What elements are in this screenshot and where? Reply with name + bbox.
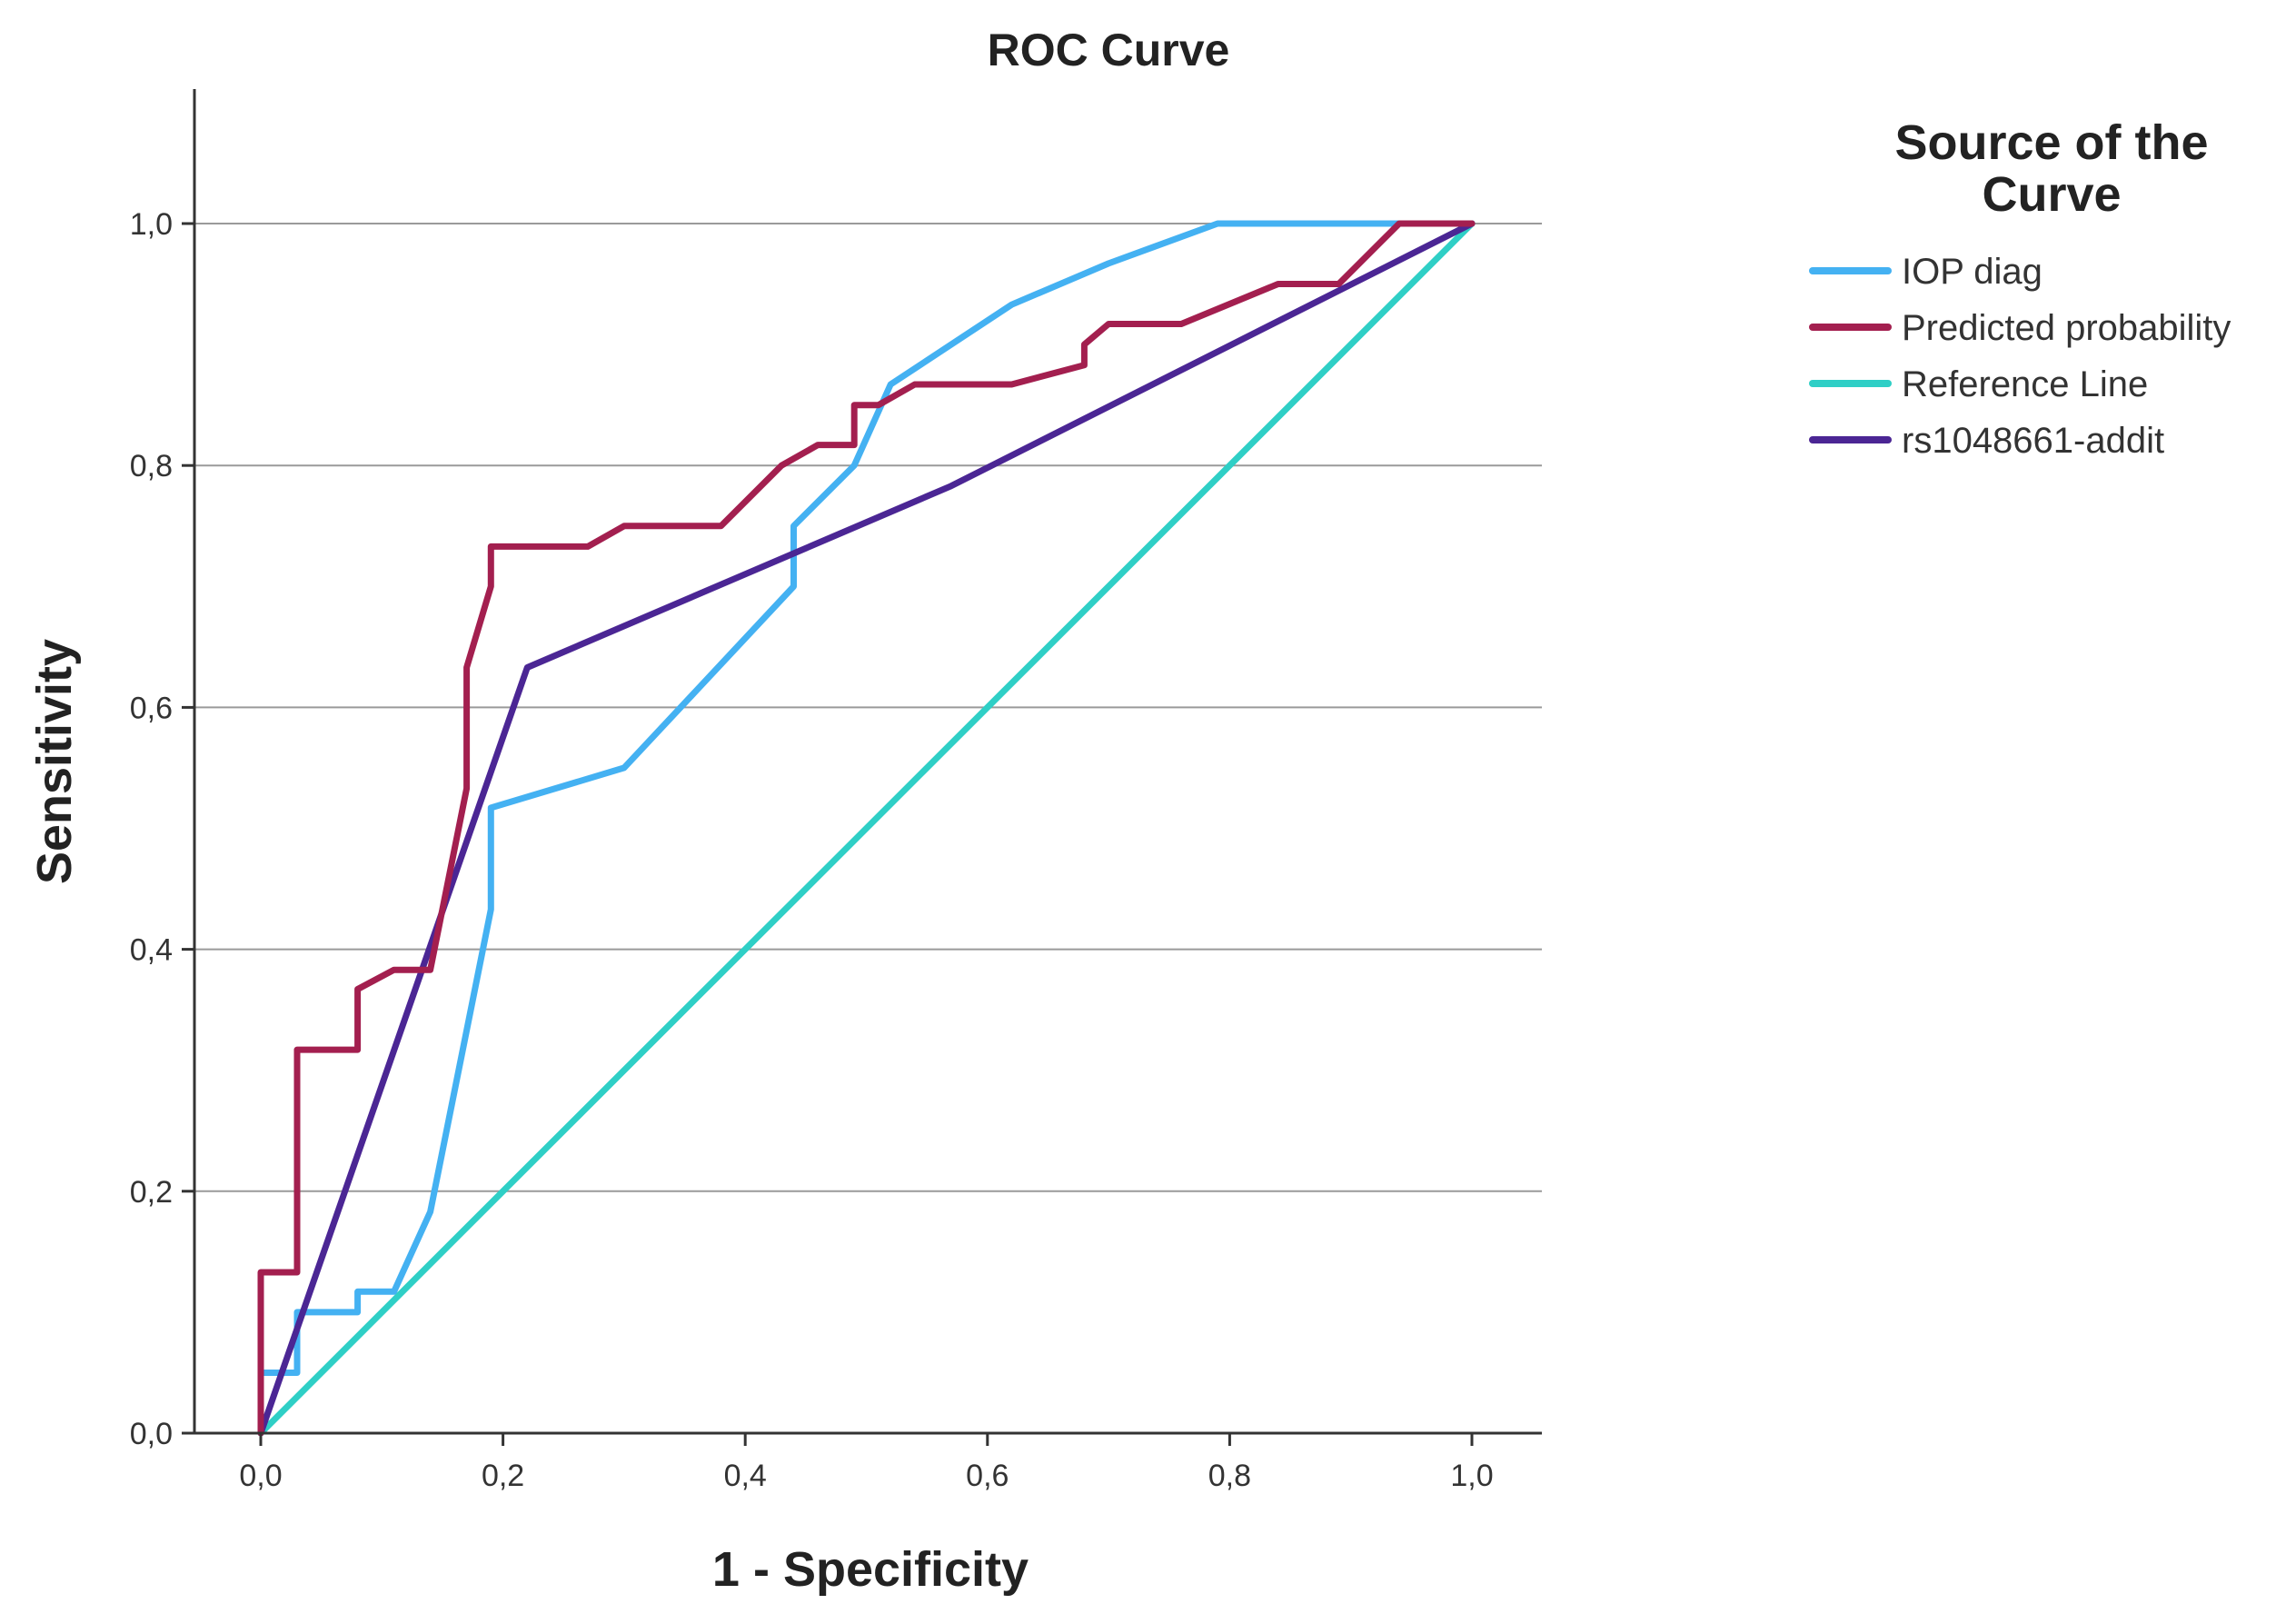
x-tick-label-1: 0,2 <box>482 1459 524 1493</box>
axes <box>193 89 1542 1435</box>
gridlines <box>194 223 1542 1192</box>
x-tick-label-5: 1,0 <box>1450 1459 1493 1493</box>
y-tick-label-1: 0,2 <box>130 1175 173 1210</box>
series-line-reference-line <box>257 220 1476 1437</box>
series-line-iop-diag <box>257 220 1476 1437</box>
legend-label-rs1048661-addit: rs1048661-addit <box>1902 421 2164 461</box>
legend-label-iop-diag: IOP diag <box>1902 252 2043 292</box>
series-line-rs1048661-addit <box>257 220 1476 1437</box>
y-ticks: 0,0 0,2 0,4 0,6 0,8 1,0 <box>130 207 194 1451</box>
legend-title-line-1: Source of the <box>1894 115 2208 170</box>
x-tick-label-4: 0,8 <box>1208 1459 1251 1493</box>
series-layer <box>257 220 1476 1437</box>
series-line-predicted-probability <box>257 220 1476 1437</box>
y-tick-label-5: 1,0 <box>130 207 173 242</box>
chart-title: ROC Curve <box>988 25 1230 75</box>
legend: Source of the Curve IOP diag Predicted pr… <box>1809 115 2231 461</box>
x-tick-label-2: 0,4 <box>724 1459 767 1493</box>
legend-title-line-2: Curve <box>1982 167 2121 222</box>
x-ticks: 0,0 0,2 0,4 0,6 0,8 1,0 <box>239 1433 1494 1493</box>
x-tick-label-0: 0,0 <box>239 1459 282 1493</box>
y-tick-label-0: 0,0 <box>130 1417 173 1451</box>
y-tick-label-4: 0,8 <box>130 449 173 483</box>
y-axis-label: Sensitivity <box>27 639 82 884</box>
x-axis-label: 1 - Specificity <box>712 1542 1029 1597</box>
legend-items: IOP diag Predicted probability Reference L… <box>1809 252 2231 461</box>
x-tick-label-3: 0,6 <box>966 1459 1009 1493</box>
legend-label-predicted-probability: Predicted probability <box>1902 308 2231 348</box>
y-tick-label-3: 0,6 <box>130 691 173 725</box>
y-tick-label-2: 0,4 <box>130 933 173 968</box>
legend-label-reference-line: Reference Line <box>1902 364 2148 404</box>
